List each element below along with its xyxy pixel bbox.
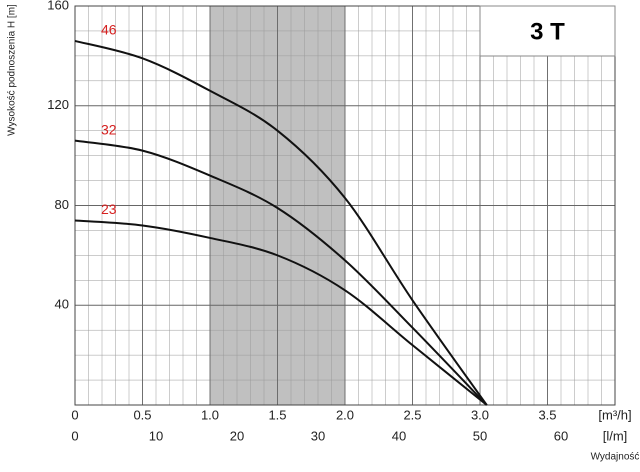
plot-border: [74, 5, 616, 406]
x-title: Wydajność: [591, 452, 640, 463]
curve-label: 23: [101, 201, 117, 217]
x-tick-label: 0.5: [133, 407, 151, 422]
y-axis-label: Wysokość podnoszenia H [m]: [7, 4, 18, 136]
chart-title: 3 T: [530, 18, 565, 45]
curve: [74, 219, 488, 406]
plot-background: [74, 5, 615, 405]
x2-tick-label: 40: [392, 428, 406, 443]
x-tick-label: 0: [71, 407, 78, 422]
x2-tick-label: 20: [230, 428, 244, 443]
x2-tick-label: 30: [311, 428, 325, 443]
x-tick-label: 2.0: [336, 407, 354, 422]
x-tick-label: 3.5: [538, 407, 556, 422]
x2-tick-label: 60: [554, 428, 568, 443]
x-tick-label: 1.5: [268, 407, 286, 422]
x-axis-label: [m³/h]: [598, 407, 631, 422]
title-box: [479, 5, 616, 57]
y-tick-label: 120: [47, 97, 69, 112]
x2-tick-label: 0: [71, 428, 78, 443]
x-tick-label: 3.0: [471, 407, 489, 422]
curve: [74, 139, 488, 406]
y-tick-label: 80: [55, 197, 69, 212]
y-tick-label: 40: [55, 297, 69, 312]
curve-label: 46: [101, 22, 117, 38]
x2-tick-label: 50: [473, 428, 487, 443]
curve: [74, 39, 488, 406]
x-tick-label: 2.5: [403, 407, 421, 422]
curve-label: 32: [101, 121, 117, 137]
x-tick-label: 1.0: [201, 407, 219, 422]
x2-axis-label: [l/m]: [603, 428, 628, 443]
x2-tick-label: 10: [149, 428, 163, 443]
y-tick-label: 160: [47, 0, 69, 12]
